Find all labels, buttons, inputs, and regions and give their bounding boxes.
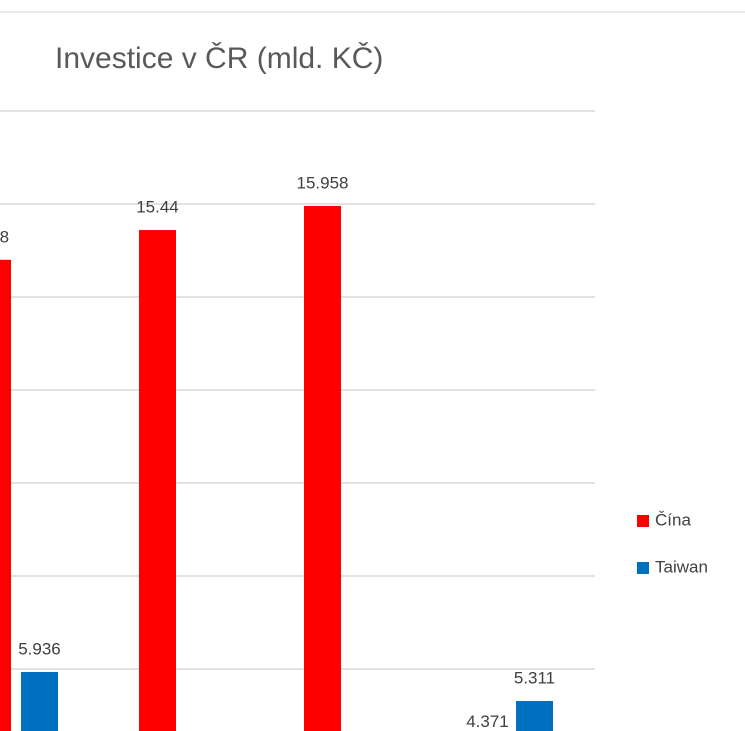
legend-swatch (637, 515, 649, 527)
data-label: 15.958 (297, 173, 349, 192)
legend-swatch (637, 562, 649, 574)
data-label: 15.44 (136, 198, 179, 217)
data-label: 4.371 (466, 712, 509, 731)
bar (139, 230, 176, 731)
data-label: 5.936 (18, 639, 61, 658)
data-label: 5.311 (514, 669, 555, 688)
legend-label: Čína (655, 510, 691, 529)
chart-title: Investice v ČR (mld. KČ) (55, 41, 383, 75)
bar (516, 701, 553, 731)
bar (0, 259, 11, 731)
bar (21, 671, 58, 731)
bar (304, 205, 341, 731)
legend-label: Taiwan (655, 557, 708, 576)
data-label: 14.8 (0, 227, 9, 246)
